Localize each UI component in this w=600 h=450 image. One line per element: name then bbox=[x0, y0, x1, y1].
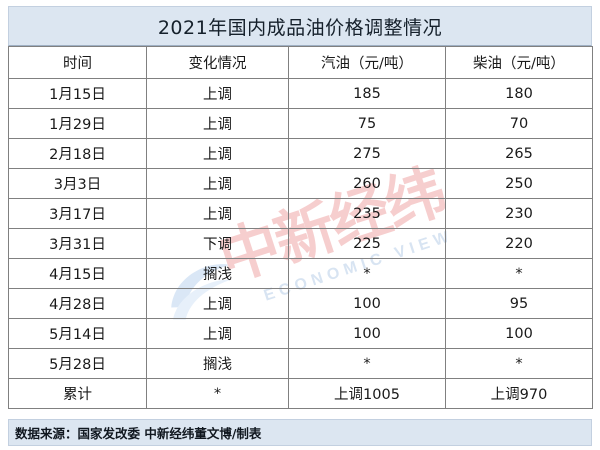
cell-time: 5月14日 bbox=[8, 318, 147, 349]
cell-diesel: 220 bbox=[445, 228, 593, 259]
cell-change: 上调 bbox=[146, 318, 289, 349]
cell-gasoline: 275 bbox=[288, 138, 446, 169]
cell-change: 上调 bbox=[146, 138, 289, 169]
cell-time: 4月28日 bbox=[8, 288, 147, 319]
cell-gasoline: 235 bbox=[288, 198, 446, 229]
cell-diesel: 上调970 bbox=[445, 378, 593, 409]
table-row: 2月18日 上调 275 265 bbox=[8, 138, 593, 169]
cell-gasoline: 75 bbox=[288, 108, 446, 139]
cell-change: * bbox=[146, 378, 289, 409]
cell-gasoline: 100 bbox=[288, 318, 446, 349]
table-body: 1月15日 上调 185 180 1月29日 上调 75 70 2月18日 上调 275 265 3月3… bbox=[8, 78, 593, 409]
table-row: 4月15日 搁浅 * * bbox=[8, 258, 593, 289]
cell-gasoline: * bbox=[288, 348, 446, 379]
table-row: 5月28日 搁浅 * * bbox=[8, 348, 593, 379]
table-row: 累计 * 上调1005 上调970 bbox=[8, 378, 593, 409]
cell-time: 5月28日 bbox=[8, 348, 147, 379]
cell-time: 累计 bbox=[8, 378, 147, 409]
cell-gasoline: 上调1005 bbox=[288, 378, 446, 409]
cell-gasoline: * bbox=[288, 258, 446, 289]
table-row: 5月14日 上调 100 100 bbox=[8, 318, 593, 349]
cell-diesel: * bbox=[445, 258, 593, 289]
cell-diesel: 230 bbox=[445, 198, 593, 229]
cell-diesel: 265 bbox=[445, 138, 593, 169]
table-row: 3月3日 上调 260 250 bbox=[8, 168, 593, 199]
cell-time: 2月18日 bbox=[8, 138, 147, 169]
table-row: 1月15日 上调 185 180 bbox=[8, 78, 593, 109]
cell-change: 上调 bbox=[146, 168, 289, 199]
table-row: 3月31日 下调 225 220 bbox=[8, 228, 593, 259]
page-title: 2021年国内成品油价格调整情况 bbox=[157, 16, 443, 39]
column-header-diesel: 柴油（元/吨） bbox=[445, 46, 593, 79]
cell-time: 3月3日 bbox=[8, 168, 147, 199]
table-row: 4月28日 上调 100 95 bbox=[8, 288, 593, 319]
table-header-row: 时间 变化情况 汽油（元/吨） 柴油（元/吨） bbox=[8, 46, 593, 79]
cell-gasoline: 100 bbox=[288, 288, 446, 319]
title-bar: 2021年国内成品油价格调整情况 bbox=[8, 6, 592, 46]
cell-change: 上调 bbox=[146, 198, 289, 229]
column-header-time: 时间 bbox=[8, 46, 147, 79]
cell-gasoline: 185 bbox=[288, 78, 446, 109]
cell-diesel: 250 bbox=[445, 168, 593, 199]
cell-time: 1月29日 bbox=[8, 108, 147, 139]
cell-change: 上调 bbox=[146, 78, 289, 109]
footer-bar: 数据来源：国家发改委 中新经纬董文博/制表 bbox=[8, 419, 592, 446]
price-table-container: 时间 变化情况 汽油（元/吨） 柴油（元/吨） 1月15日 上调 185 180 1月2… bbox=[8, 46, 593, 409]
cell-time: 3月31日 bbox=[8, 228, 147, 259]
cell-diesel: 100 bbox=[445, 318, 593, 349]
cell-change: 搁浅 bbox=[146, 348, 289, 379]
column-header-gasoline: 汽油（元/吨） bbox=[288, 46, 446, 79]
cell-change: 下调 bbox=[146, 228, 289, 259]
cell-time: 4月15日 bbox=[8, 258, 147, 289]
price-table: 时间 变化情况 汽油（元/吨） 柴油（元/吨） 1月15日 上调 185 180 1月2… bbox=[8, 46, 593, 409]
cell-time: 3月17日 bbox=[8, 198, 147, 229]
cell-change: 上调 bbox=[146, 108, 289, 139]
cell-gasoline: 260 bbox=[288, 168, 446, 199]
table-row: 1月29日 上调 75 70 bbox=[8, 108, 593, 139]
cell-change: 上调 bbox=[146, 288, 289, 319]
cell-diesel: 95 bbox=[445, 288, 593, 319]
cell-time: 1月15日 bbox=[8, 78, 147, 109]
data-source-note: 数据来源：国家发改委 中新经纬董文博/制表 bbox=[15, 426, 262, 441]
cell-diesel: 180 bbox=[445, 78, 593, 109]
cell-diesel: 70 bbox=[445, 108, 593, 139]
cell-change: 搁浅 bbox=[146, 258, 289, 289]
table-row: 3月17日 上调 235 230 bbox=[8, 198, 593, 229]
column-header-change: 变化情况 bbox=[146, 46, 289, 79]
cell-diesel: * bbox=[445, 348, 593, 379]
cell-gasoline: 225 bbox=[288, 228, 446, 259]
